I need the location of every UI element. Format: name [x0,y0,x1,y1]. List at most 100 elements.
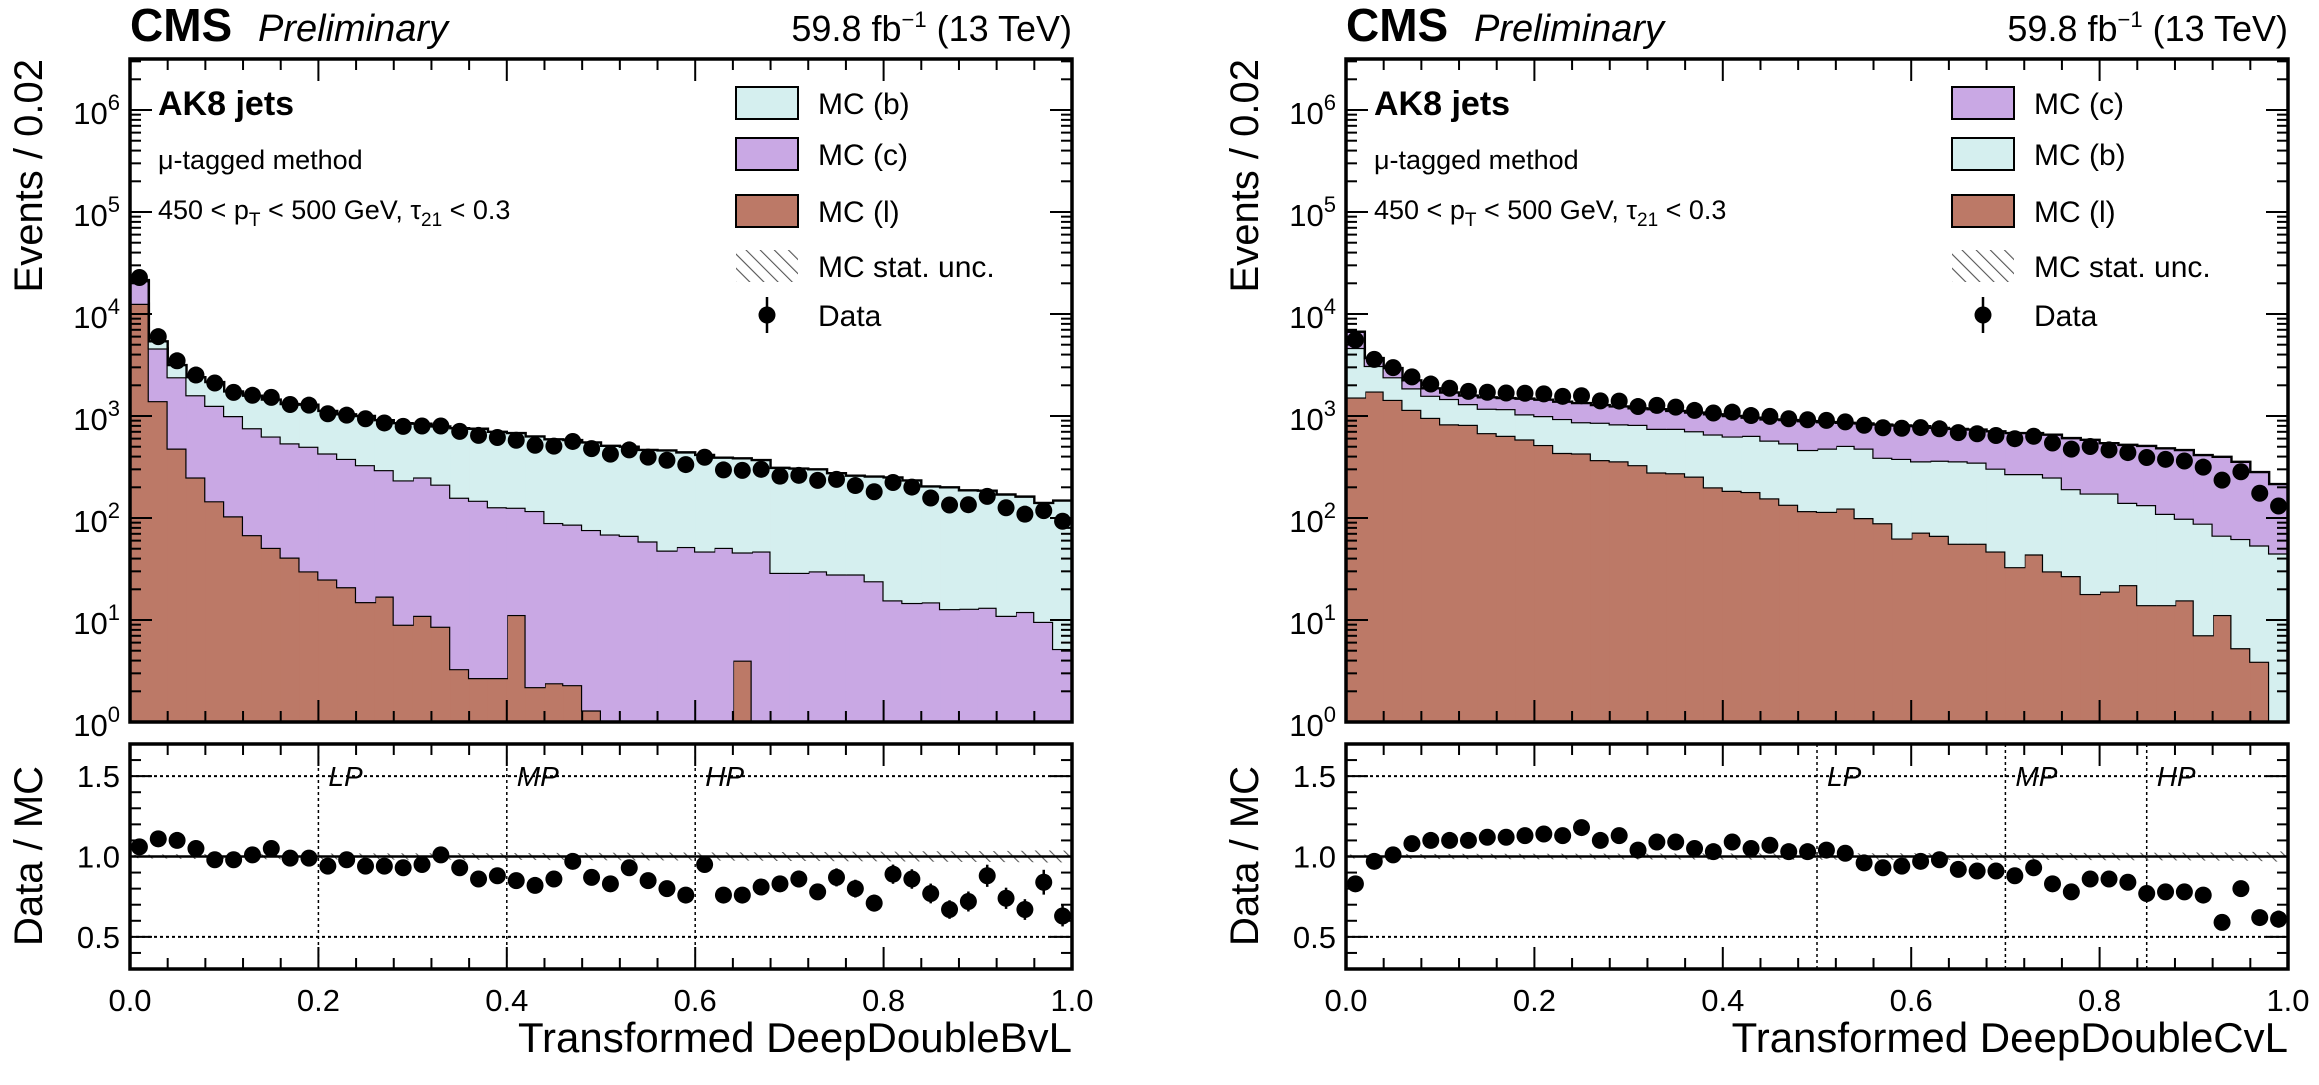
data-point [281,395,299,413]
data-point [168,352,186,370]
y-tick-exponent: 2 [1324,498,1336,523]
status-label: Preliminary [258,8,450,50]
bar-mc-l [1459,424,1479,722]
y-tick-base: 10 [1289,708,1323,743]
main-panel-marks [130,269,1072,722]
plot-deepdoublecvl: CMS Preliminary 59.8 fb−1 (13 TeV) LP MP H… [1223,0,2310,1061]
bar-mc-c [770,572,790,722]
y-tick-exponent: 0 [1324,702,1336,727]
legend-swatch-b [1951,137,2015,171]
bar-mc-l [1948,543,1969,722]
data-point [1648,396,1666,414]
bar-mc-b [1609,424,1630,462]
bar-mc-c [676,546,696,722]
ratio-point [1648,833,1666,851]
y-tick-label: 103 [1289,396,1336,437]
bar-mc-l [1346,397,1366,722]
data-point [451,422,469,440]
bar-mc-b [2043,477,2063,572]
bar-mc-l [243,535,263,722]
bar-mc-l [1911,532,1931,722]
bar-mc-c [1477,397,1498,409]
cut-b: < 500 GeV, τ [260,195,421,225]
legend-data-marker-icon [1974,306,1992,324]
bar-mc-l [544,683,564,722]
bar-mc-b [2193,523,2214,636]
ratio-point [2100,870,2118,888]
y-tick-label: 104 [73,294,120,335]
bar-mc-b [1421,395,1441,418]
y-tick-base: 10 [1289,198,1323,233]
ratio-point [1704,843,1722,861]
data-point [2194,458,2212,476]
bar-mc-b [808,469,828,572]
bar-mc-b [601,445,621,535]
bar-mc-b [2118,502,2138,586]
bar-mc-c [318,453,338,580]
bar-mc-b [431,426,451,485]
bar-mc-b [356,416,376,466]
bar-mc-b [2269,553,2288,722]
x-tick-label: 0.2 [297,983,340,1018]
ratio-point [771,875,789,893]
bar-mc-c [2231,461,2251,539]
x-tick-label: 0.8 [862,983,905,1018]
bar-mc-l [167,448,188,722]
bar-mc-b [1892,458,1912,539]
bar-mc-l [2250,661,2270,722]
bar-mc-b [1459,404,1479,425]
ratio-point [1346,875,1364,893]
ratio-point [941,901,959,919]
ratio-point [1497,828,1515,846]
annotation-jets: AK8 jets [1374,85,1510,123]
bar-mc-b [1515,414,1535,440]
ratio-panel-marks: LP MP HP [130,744,1072,969]
y-axis-label: Events / 0.02 [1223,59,1267,292]
data-point [1893,419,1911,437]
data-point [394,417,412,435]
bar-mc-c [205,405,225,502]
y-tick-exponent: 1 [1324,600,1336,625]
data-point [564,432,582,450]
bar-mc-b [469,428,489,501]
y-axis-label: Events / 0.02 [7,59,51,292]
y-tick-exponent: 3 [108,396,120,421]
bar-mc-l [1383,399,1404,722]
bar-mc-b [2137,505,2157,606]
ratio-point [300,849,318,867]
bar-mc-l [1703,487,1724,722]
ratio-y-tick-label: 1.5 [77,759,120,794]
ratio-point [922,884,940,902]
y-tick-exponent: 3 [1324,396,1336,421]
ratio-point [2138,884,2156,902]
data-point [300,396,318,414]
y-tick-exponent: 1 [108,600,120,625]
bar-mc-b [1854,448,1875,518]
data-point [1478,383,1496,401]
bar-mc-l [1835,508,1856,722]
ratio-point [243,846,261,864]
bar-mc-l [1515,439,1535,722]
bar-mc-l [487,678,508,722]
axes: 0.0 0.2 0.4 0.6 0.8 1.01001011021031041051060… [1289,57,2310,1018]
ratio-point [1610,827,1628,845]
bar-mc-b [2080,493,2101,594]
ratio-point [790,870,808,888]
bar-mc-c [1534,399,1554,416]
bar-mc-c [431,484,451,627]
ratio-point [2157,883,2175,901]
legend-label: MC (b) [2034,139,2126,172]
main-panel-marks [1346,330,2288,722]
data-point [583,440,601,458]
bar-mc-b [1967,462,1988,544]
ratio-point [1573,819,1590,837]
bar-mc-b [714,457,734,548]
bar-mc-c [751,551,772,722]
y-tick-base: 10 [1289,606,1323,641]
x-tick-label: 0.8 [2078,983,2121,1018]
bar-mc-c [224,416,244,517]
bar-mc-l [1421,417,1441,722]
bar-mc-c [1647,409,1667,429]
ratio-y-tick-label: 1.0 [77,840,120,875]
y-tick-exponent: 6 [108,90,120,115]
